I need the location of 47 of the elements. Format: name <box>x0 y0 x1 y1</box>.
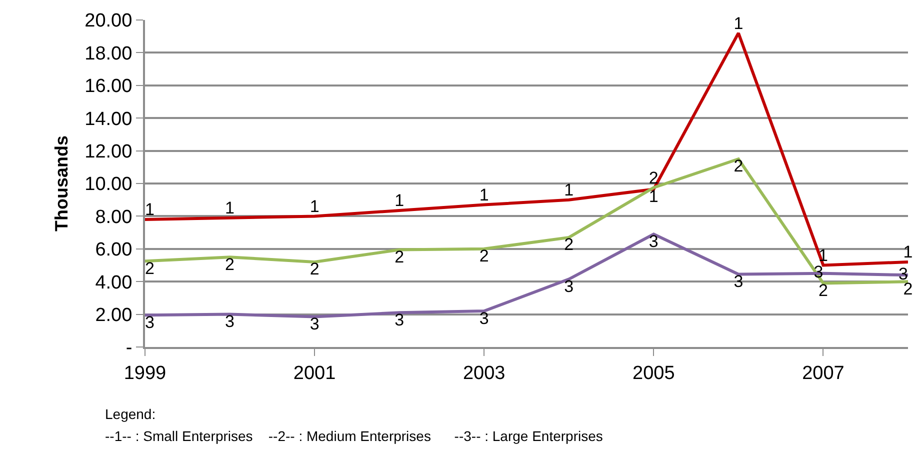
text: 3 <box>394 310 404 330</box>
y-tick-label: 10.00 <box>84 174 132 196</box>
y-tick-label: 20.00 <box>84 10 132 32</box>
text: 3 <box>814 262 824 282</box>
text: 3 <box>310 314 320 334</box>
x-tick-label: 2007 <box>802 362 844 384</box>
x-tick-label: 2003 <box>462 362 506 384</box>
text: 2 <box>394 247 404 266</box>
text: 1 <box>564 180 574 200</box>
y-tick-label: 18.00 <box>84 43 132 64</box>
text: 3 <box>479 308 489 328</box>
text: 2 <box>310 260 320 279</box>
text: 1 <box>145 200 154 220</box>
text: 1 <box>225 198 235 218</box>
x-tick-label: 2005 <box>632 362 675 384</box>
y-tick-label: 14.00 <box>84 108 132 130</box>
y-tick-label: - <box>126 338 132 359</box>
text: 3 <box>648 232 658 251</box>
x-tick-label: 2001 <box>293 362 336 384</box>
text: 2 <box>903 279 913 298</box>
text: 1 <box>394 191 404 210</box>
y-axis-title: Thousands <box>51 135 72 232</box>
text: 2 <box>564 235 574 254</box>
text: 2 <box>225 254 235 274</box>
y-tick-label: 12.00 <box>84 141 132 162</box>
y-tick-label: 8.00 <box>95 206 132 228</box>
x-tick-label: 1999 <box>124 362 166 384</box>
series-label: 1 <box>479 186 489 205</box>
text: 3 <box>225 312 235 332</box>
text: 1 <box>310 196 320 216</box>
text: 2 <box>818 280 828 300</box>
text: Legend: <box>105 406 156 422</box>
text: 3 <box>145 312 154 332</box>
y-tick-label: 2.00 <box>95 304 132 326</box>
text: 2 <box>145 258 154 278</box>
text: --1-- : Small Enterprises --2-- : Medium Enterprises --3-- : Large Enterprises <box>105 428 603 444</box>
series-label: 3 <box>734 272 744 291</box>
text: 2 <box>479 246 489 266</box>
text: 1 <box>903 242 913 262</box>
y-tick-label: 6.00 <box>95 240 132 261</box>
text: 1 <box>648 186 658 206</box>
text: 3 <box>564 276 574 296</box>
y-tick-label: 16.00 <box>84 76 132 98</box>
series-label: 2 <box>734 156 744 176</box>
text: 1 <box>734 14 744 33</box>
text: 2 <box>648 168 658 188</box>
y-tick-label: 4.00 <box>95 272 132 294</box>
